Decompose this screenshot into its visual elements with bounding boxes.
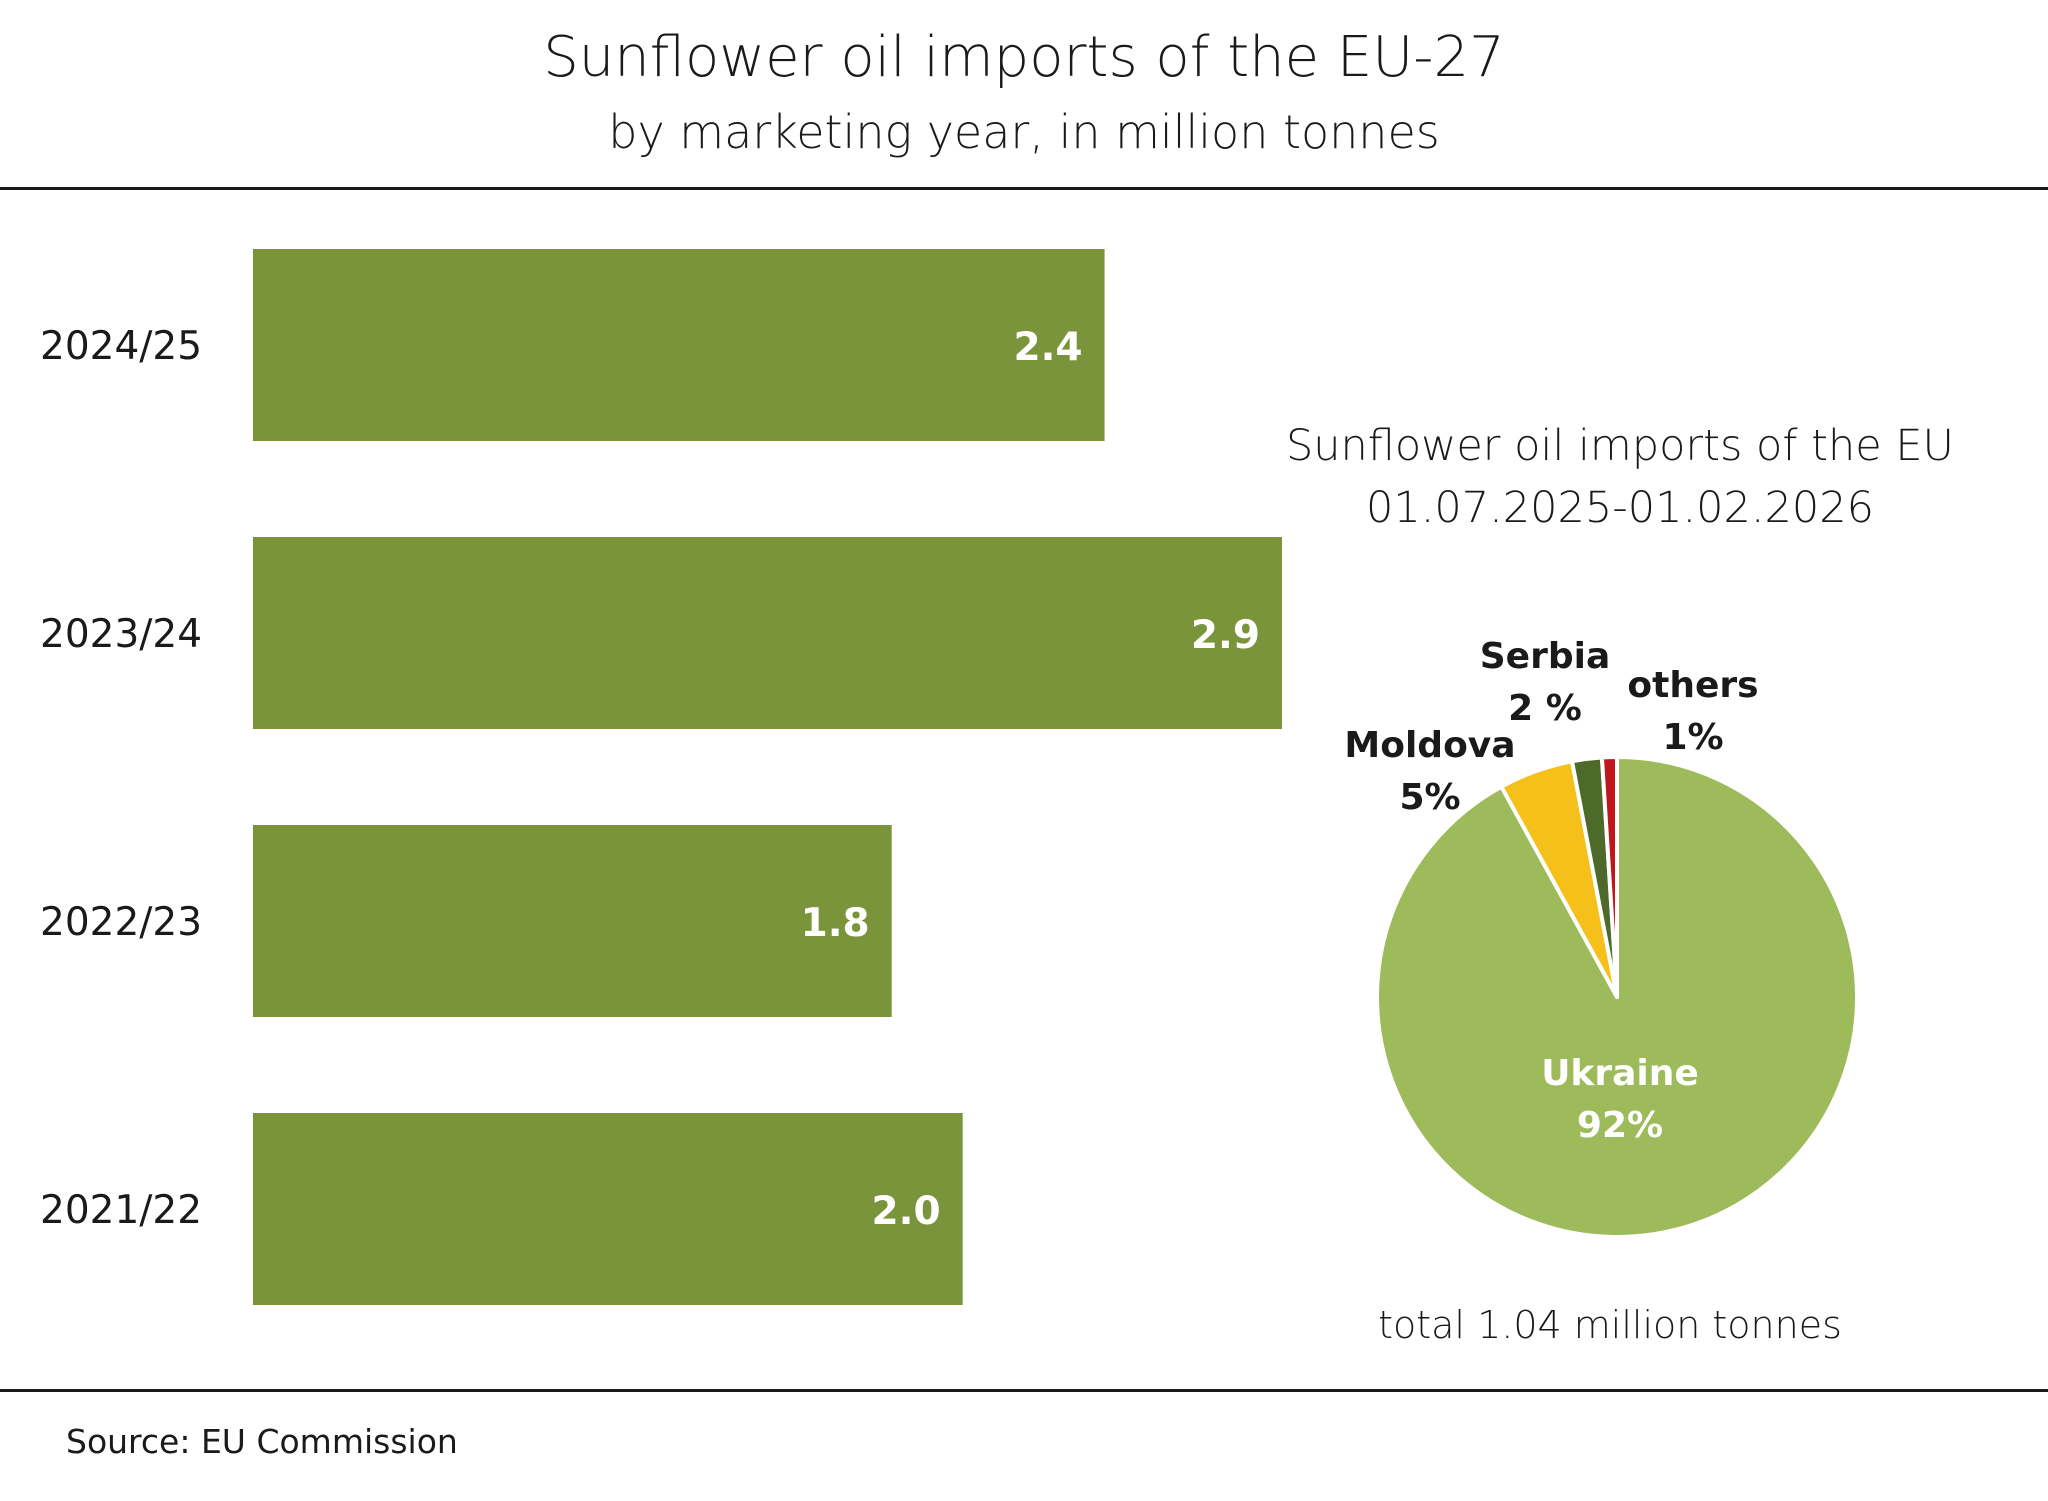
pie-slice-others <box>1599 755 1619 999</box>
category-label: 2022/23 <box>40 900 202 945</box>
bar-value-label: 2.9 <box>1191 613 1260 658</box>
bar <box>253 537 1282 729</box>
bottom-divider <box>0 1389 2048 1392</box>
bar <box>253 249 1105 441</box>
chart-subtitle: by marketing year, in million tonnes <box>608 105 1440 159</box>
pie-total-note: total 1.04 million tonnes <box>1378 1303 1842 1347</box>
pie-label-name-serbia: Serbia <box>1480 636 1611 677</box>
category-label: 2021/22 <box>40 1188 202 1233</box>
bar-value-label: 1.8 <box>801 901 870 946</box>
pie-label-value-serbia: 2 % <box>1508 688 1582 729</box>
pie-label-value-moldova: 5% <box>1399 777 1460 818</box>
pie-label-name-others: others <box>1627 665 1758 706</box>
pie-title: Sunflower oil imports of the EU <box>1285 421 1955 471</box>
bar <box>253 1113 963 1305</box>
category-label: 2023/24 <box>40 612 202 657</box>
chart-title: Sunflower oil imports of the EU-27 <box>543 25 1505 90</box>
pie-period: 01.07.2025-01.02.2026 <box>1366 483 1874 533</box>
pie-chart: Ukraine 92% Moldova 5% Serbia 2 % others 1% <box>1344 636 1859 1239</box>
pie-label-name-ukraine: Ukraine <box>1541 1053 1699 1094</box>
bar-value-label: 2.4 <box>1013 325 1082 370</box>
source-note: Source: EU Commission <box>66 1422 458 1461</box>
pie-label-value-others: 1% <box>1662 717 1723 758</box>
pie-label-name-moldova: Moldova <box>1344 725 1515 766</box>
bar-chart: 2024/25 2.4 2023/24 2.9 2022/23 1.8 2021/22 2.0 <box>40 249 1282 1305</box>
pie-label-value-ukraine: 92% <box>1577 1105 1663 1146</box>
bar-value-label: 2.0 <box>872 1189 941 1234</box>
category-label: 2024/25 <box>40 324 202 369</box>
bar <box>253 825 892 1017</box>
top-divider <box>0 187 2048 190</box>
